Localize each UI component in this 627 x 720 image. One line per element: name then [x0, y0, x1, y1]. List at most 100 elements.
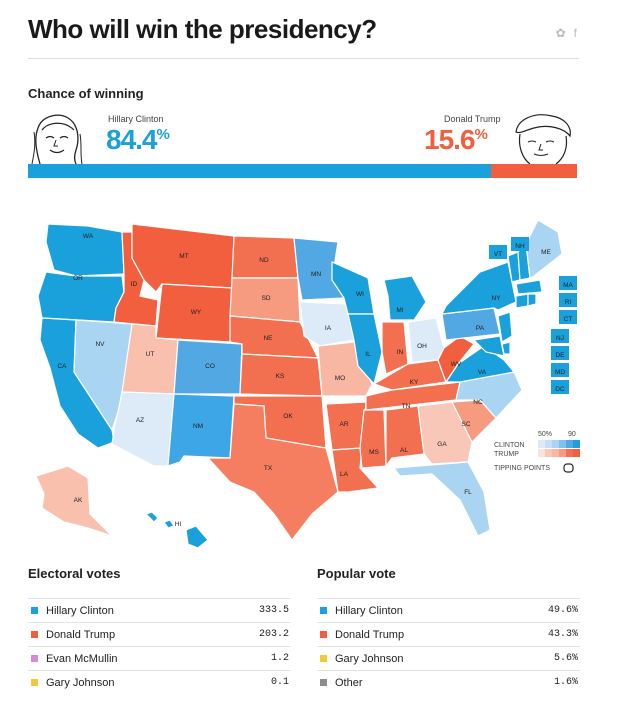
state-hi[interactable]: [144, 511, 209, 549]
state-label-nc: NC: [473, 399, 483, 406]
tipping-point-icon: [563, 463, 574, 473]
chance-bar-trump: [491, 164, 577, 178]
state-al[interactable]: [385, 405, 425, 468]
state-in[interactable]: [381, 321, 409, 375]
state-label-ga: GA: [437, 441, 447, 448]
state-label-ks: KS: [276, 373, 285, 380]
legend-swatch: [559, 449, 566, 457]
state-label-sc: SC: [461, 421, 470, 428]
chance-bar: [28, 164, 577, 178]
state-label-mo: MO: [335, 375, 345, 382]
state-label-nm: NM: [193, 423, 203, 430]
state-label-ny: NY: [491, 295, 501, 302]
legend-swatch: [552, 440, 559, 448]
state-label-id: ID: [131, 281, 138, 288]
state-label-nv: NV: [95, 341, 105, 348]
state-label-ut: UT: [146, 351, 155, 358]
state-box[interactable]: [551, 380, 569, 394]
table-row: Other 1.6%: [317, 670, 580, 694]
state-ak[interactable]: [35, 465, 113, 537]
state-ms[interactable]: [359, 409, 387, 469]
state-nj[interactable]: [497, 311, 513, 343]
state-label-md: MD: [555, 369, 565, 376]
state-label-dc: DC: [555, 386, 565, 393]
chance-heading: Chance of winning: [28, 86, 144, 101]
state-tx[interactable]: [206, 403, 339, 542]
state-label-ia: IA: [325, 325, 332, 332]
state-label-mi: MI: [396, 307, 403, 314]
state-label-la: LA: [340, 471, 349, 478]
swatch-clinton: [31, 607, 38, 614]
state-box[interactable]: [511, 237, 529, 251]
legend-clinton: CLINTON: [494, 442, 525, 449]
state-label-vt: VT: [494, 251, 502, 258]
electoral-table: Hillary Clinton 333.5 Donald Trump 203.2 E…: [28, 598, 291, 694]
state-box[interactable]: [551, 329, 569, 343]
page-title: Who will win the presidency?: [28, 14, 377, 44]
state-fl[interactable]: [392, 461, 491, 537]
state-label-tx: TX: [264, 465, 273, 472]
state-label-ne: NE: [263, 335, 273, 342]
map-legend: 50% 90 CLINTON TRUMP TIPPING POINTS: [494, 430, 584, 478]
legend-swatch: [566, 440, 573, 448]
table-row: Hillary Clinton 333.5: [28, 598, 291, 622]
state-box[interactable]: [551, 346, 569, 360]
legend-trump: TRUMP: [494, 451, 519, 458]
state-label-nd: ND: [259, 257, 269, 264]
state-label-in: IN: [397, 349, 404, 356]
electoral-heading: Electoral votes: [28, 566, 121, 581]
facebook-icon[interactable]: f: [573, 26, 577, 40]
state-label-mn: MN: [311, 271, 321, 278]
state-az[interactable]: [111, 391, 175, 467]
legend-swatch: [552, 449, 559, 457]
popular-heading: Popular vote: [317, 566, 396, 581]
state-mi[interactable]: [383, 275, 427, 321]
legend-swatch: [573, 449, 580, 457]
state-label-co: CO: [205, 363, 215, 370]
swatch-mcmullin: [31, 655, 38, 662]
state-nm[interactable]: [167, 393, 235, 467]
state-md[interactable]: [472, 335, 505, 357]
table-row: Gary Johnson 5.6%: [317, 646, 580, 670]
state-ny[interactable]: [440, 261, 517, 315]
legend-swatch: [538, 449, 545, 457]
state-label-ma: MA: [563, 282, 573, 289]
table-row: Evan McMullin 1.2: [28, 646, 291, 670]
swatch-johnson: [31, 679, 38, 686]
state-box[interactable]: [559, 293, 577, 307]
state-box[interactable]: [559, 310, 577, 324]
state-label-wv: WV: [451, 361, 462, 368]
state-label-ak: AK: [74, 497, 83, 504]
state-wv[interactable]: [437, 335, 475, 384]
state-ma[interactable]: [515, 279, 543, 295]
clinton-chance: 84.4%: [106, 124, 170, 155]
state-label-pa: PA: [476, 325, 485, 332]
state-wa[interactable]: [45, 223, 125, 277]
state-label-de: DE: [555, 352, 565, 359]
twitter-icon[interactable]: ✿: [555, 26, 566, 40]
share-icons: ✿ f: [548, 26, 577, 40]
state-ri[interactable]: [527, 293, 537, 307]
state-label-oh: OH: [417, 343, 427, 350]
trump-name: Donald Trump: [444, 114, 501, 124]
table-row: Donald Trump 203.2: [28, 622, 291, 646]
state-label-il: IL: [365, 351, 371, 358]
state-label-va: VA: [478, 369, 487, 376]
state-oh[interactable]: [407, 317, 445, 363]
state-label-ct: CT: [564, 316, 573, 323]
us-state-map: WA OR CA NV ID MT WY UT AZ CO NM ND SD NE KS OK TX MN IA MO…: [28, 196, 588, 556]
state-box[interactable]: [551, 363, 569, 377]
state-label-fl: FL: [464, 489, 472, 496]
clinton-portrait-icon: [31, 114, 83, 165]
legend-swatch: [566, 449, 573, 457]
state-box[interactable]: [489, 245, 507, 259]
us-map-svg: WA OR CA NV ID MT WY UT AZ CO NM ND SD NE KS OK TX MN IA MO…: [35, 219, 577, 549]
state-label-wi: WI: [356, 291, 364, 298]
legend-swatch: [538, 440, 545, 448]
state-label-ky: KY: [410, 379, 419, 386]
state-me[interactable]: [525, 219, 563, 279]
state-label-me: ME: [541, 249, 551, 256]
state-ia[interactable]: [299, 301, 355, 347]
state-ct[interactable]: [515, 293, 529, 309]
state-box[interactable]: [559, 276, 577, 290]
